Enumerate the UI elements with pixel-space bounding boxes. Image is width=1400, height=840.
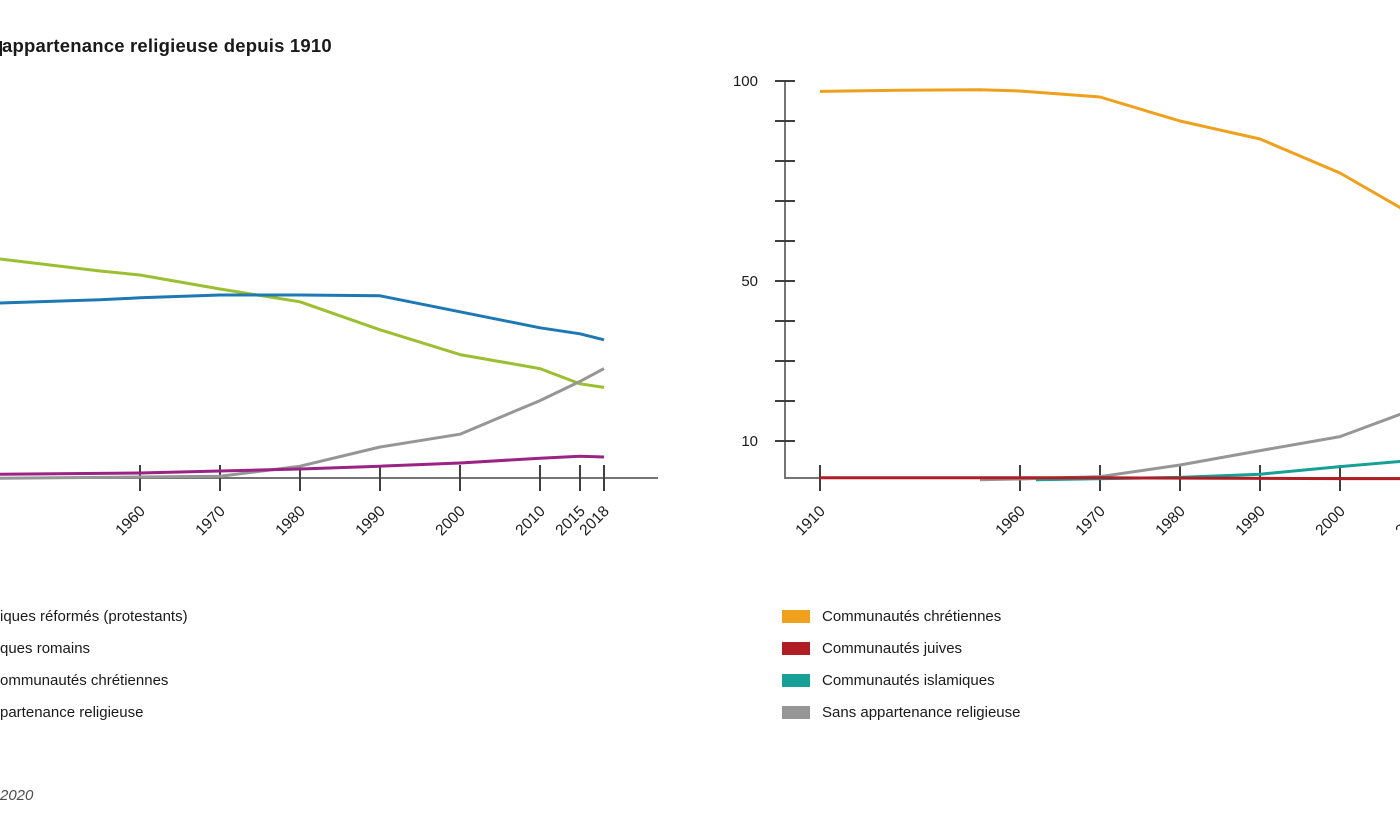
x-tick-label: 1980 [272, 503, 309, 540]
x-tick-label: 1910 [792, 503, 829, 540]
x-tick-label: 1990 [352, 503, 389, 540]
legend-label: Communautés chrétiennes [822, 607, 1002, 625]
legend-item: Sans appartenance religieuse [782, 697, 1020, 727]
legend-label: Communautés juives [822, 639, 963, 657]
y-tick-label: 100 [733, 73, 758, 90]
legend-label: Communautés islamiques [822, 671, 995, 689]
y-tick-label: 10 [741, 433, 758, 450]
legend-label: ommunautés chrétiennes [0, 671, 169, 689]
x-tick-label: 2010 [512, 503, 549, 540]
x-tick-label: 1960 [992, 503, 1029, 540]
legend-item: ommunautés chrétiennes [0, 665, 168, 695]
legend-item: Communautés chrétiennes [782, 601, 1001, 631]
series-line [0, 257, 605, 389]
x-tick-label: 1980 [1152, 503, 1189, 540]
page-title: appartenance religieuse depuis 1910 [2, 35, 332, 56]
legend-swatch [782, 609, 810, 623]
legend-label: ques romains [0, 639, 91, 657]
legend-item: Communautés islamiques [782, 665, 995, 695]
series-line [0, 367, 605, 480]
title-clipped-glyph [0, 41, 2, 56]
x-tick-label: 1970 [1072, 503, 1109, 540]
x-tick-label: 1960 [112, 503, 149, 540]
series-line [979, 412, 1400, 482]
legend-item: iques réformés (protestants) [0, 601, 188, 631]
x-tick-label: 2000 [432, 503, 469, 540]
series-line [820, 476, 1400, 481]
series-line [0, 454, 605, 476]
legend-item: partenance religieuse [0, 697, 143, 727]
x-tick-label: 1970 [192, 503, 229, 540]
series-line [819, 88, 1400, 210]
legend-item: Communautés juives [782, 633, 962, 663]
legend-swatch [782, 673, 810, 687]
legend-item: ques romains [0, 633, 90, 663]
series-line [0, 293, 605, 342]
legend-label: partenance religieuse [0, 703, 144, 721]
legend-label: iques réformés (protestants) [0, 607, 188, 625]
source-note: 2020 [0, 787, 34, 804]
y-tick-label: 50 [741, 273, 758, 290]
x-tick-label: 2000 [1312, 503, 1349, 540]
x-tick-label: 1990 [1232, 503, 1269, 540]
legend-swatch [782, 641, 810, 655]
legend-swatch [782, 705, 810, 719]
x-tick-label: 2010 [1392, 503, 1400, 540]
legend-label: Sans appartenance religieuse [822, 703, 1021, 721]
